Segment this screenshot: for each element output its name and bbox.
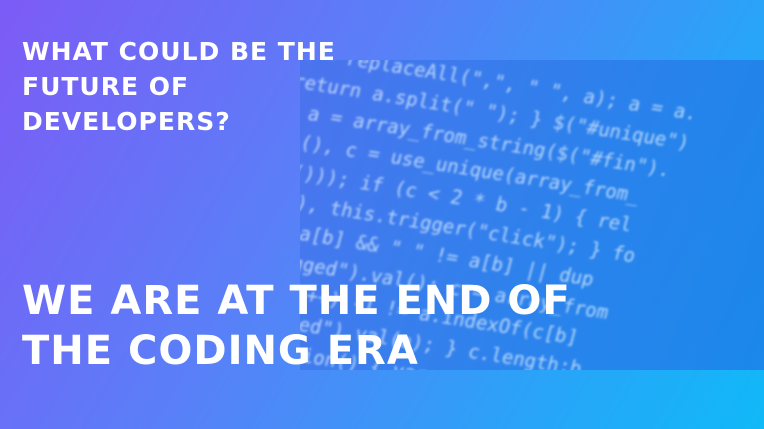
question-line: FUTURE OF bbox=[22, 72, 190, 101]
question-line: DEVELOPERS? bbox=[22, 107, 231, 136]
question: WHAT COULD BE THE FUTURE OF DEVELOPERS? bbox=[22, 34, 336, 139]
headline: WE ARE AT THE END OF THE CODING ERA bbox=[22, 276, 571, 376]
headline-line: WE ARE AT THE END OF bbox=[22, 278, 571, 324]
question-line: WHAT COULD BE THE bbox=[22, 37, 336, 66]
code-image: "); a = replaceAll(",", " ", a); a = a."… bbox=[300, 60, 764, 370]
headline-line: THE CODING ERA bbox=[22, 328, 419, 374]
